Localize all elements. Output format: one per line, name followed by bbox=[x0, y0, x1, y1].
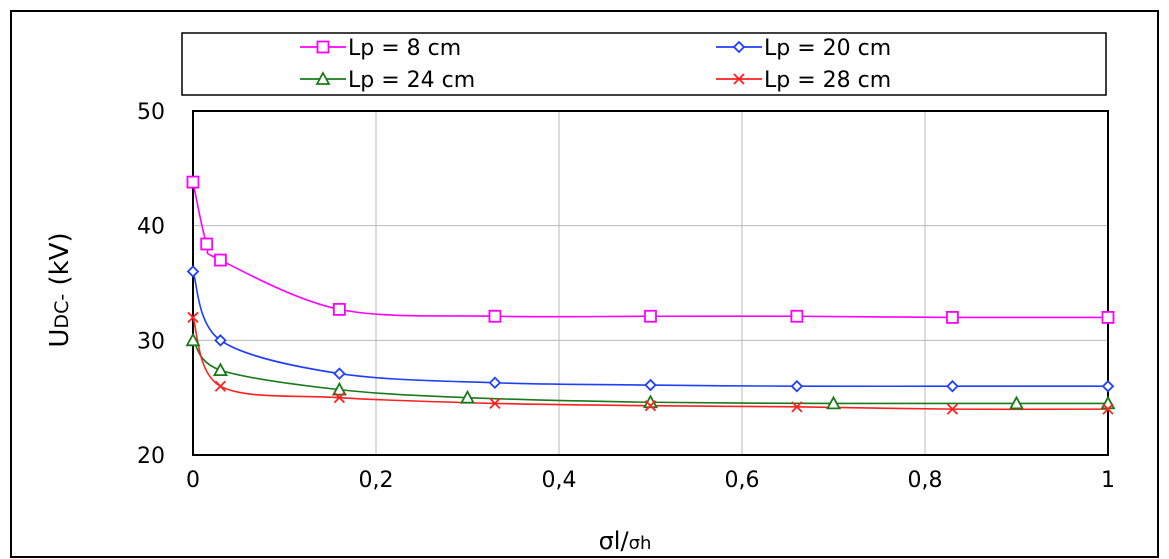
data-point bbox=[212, 362, 228, 377]
x-tick-label: 0 bbox=[186, 468, 200, 493]
x-axis-label: σl/σh bbox=[599, 527, 652, 555]
plot-area bbox=[192, 110, 1109, 456]
y-tick-label: 20 bbox=[137, 444, 165, 469]
data-point bbox=[488, 376, 502, 390]
y-axis-label-sub: DC- bbox=[51, 294, 73, 329]
x-tick-label: 0,6 bbox=[725, 468, 760, 493]
legend-item: Lp = 8 cm bbox=[300, 36, 461, 61]
legend-marker bbox=[732, 40, 746, 54]
legend-label: Lp = 28 cm bbox=[764, 68, 891, 93]
x-axis-label-sep: / bbox=[620, 527, 629, 555]
data-point bbox=[1102, 403, 1114, 415]
y-axis-label-main: U bbox=[45, 329, 75, 348]
series-line bbox=[192, 271, 1108, 388]
data-point bbox=[644, 309, 657, 323]
x-axis-label-sub: σh bbox=[629, 533, 652, 554]
legend-item: Lp = 28 cm bbox=[716, 68, 891, 93]
data-point bbox=[644, 378, 657, 392]
tick-labels: 0 0,2 0,4 0,6 0,8 1 20 30 40 50 bbox=[137, 100, 1115, 493]
legend-marker bbox=[733, 73, 745, 85]
data-point bbox=[331, 381, 347, 396]
series-markers bbox=[185, 175, 1116, 415]
data-point bbox=[946, 379, 959, 393]
data-point bbox=[825, 395, 842, 410]
data-point bbox=[946, 403, 959, 415]
data-point bbox=[1101, 379, 1115, 393]
legend-label: Lp = 8 cm bbox=[348, 36, 461, 61]
legend-label: Lp = 20 cm bbox=[764, 36, 891, 61]
data-point bbox=[185, 332, 201, 347]
legend-marker bbox=[315, 71, 331, 85]
y-tick-label: 30 bbox=[137, 329, 165, 354]
legend-label: Lp = 24 cm bbox=[348, 68, 475, 93]
legend-box bbox=[181, 32, 1107, 96]
data-point bbox=[790, 309, 804, 323]
data-point bbox=[790, 379, 804, 393]
data-point bbox=[488, 309, 502, 323]
x-axis-label-main: σl bbox=[599, 527, 621, 555]
legend: Lp = 8 cm Lp = 20 cm Lp = 24 cm Lp = 28 cm bbox=[181, 32, 1107, 96]
data-point bbox=[1008, 395, 1025, 410]
x-tick-label: 0,8 bbox=[908, 468, 943, 493]
data-point bbox=[333, 392, 346, 404]
data-point bbox=[1101, 310, 1115, 324]
x-tick-label: 0,4 bbox=[542, 468, 577, 493]
data-point bbox=[186, 265, 200, 278]
data-point bbox=[214, 380, 227, 392]
legend-item: Lp = 20 cm bbox=[716, 36, 891, 61]
chart-frame bbox=[10, 10, 1159, 558]
x-tick-label: 0,2 bbox=[359, 468, 394, 493]
data-point bbox=[186, 175, 200, 189]
data-point bbox=[459, 389, 476, 404]
legend-item: Lp = 24 cm bbox=[300, 68, 475, 93]
y-tick-label: 40 bbox=[137, 215, 165, 240]
y-axis-label: UDC- (kV) bbox=[45, 232, 75, 347]
data-point bbox=[644, 400, 657, 412]
legend-marker bbox=[316, 40, 330, 54]
data-point bbox=[489, 397, 501, 410]
data-point bbox=[214, 334, 227, 347]
y-axis-label-unit: (kV) bbox=[45, 232, 75, 293]
series-line bbox=[192, 339, 1108, 405]
x-tick-label: 1 bbox=[1101, 468, 1115, 493]
data-point bbox=[332, 302, 346, 316]
data-point bbox=[200, 237, 214, 251]
y-tick-label: 50 bbox=[137, 100, 165, 125]
data-point bbox=[946, 310, 959, 324]
data-point bbox=[791, 401, 803, 413]
data-point bbox=[333, 367, 346, 380]
series-line bbox=[192, 317, 1109, 411]
data-point bbox=[214, 253, 227, 267]
data-point bbox=[187, 311, 199, 324]
